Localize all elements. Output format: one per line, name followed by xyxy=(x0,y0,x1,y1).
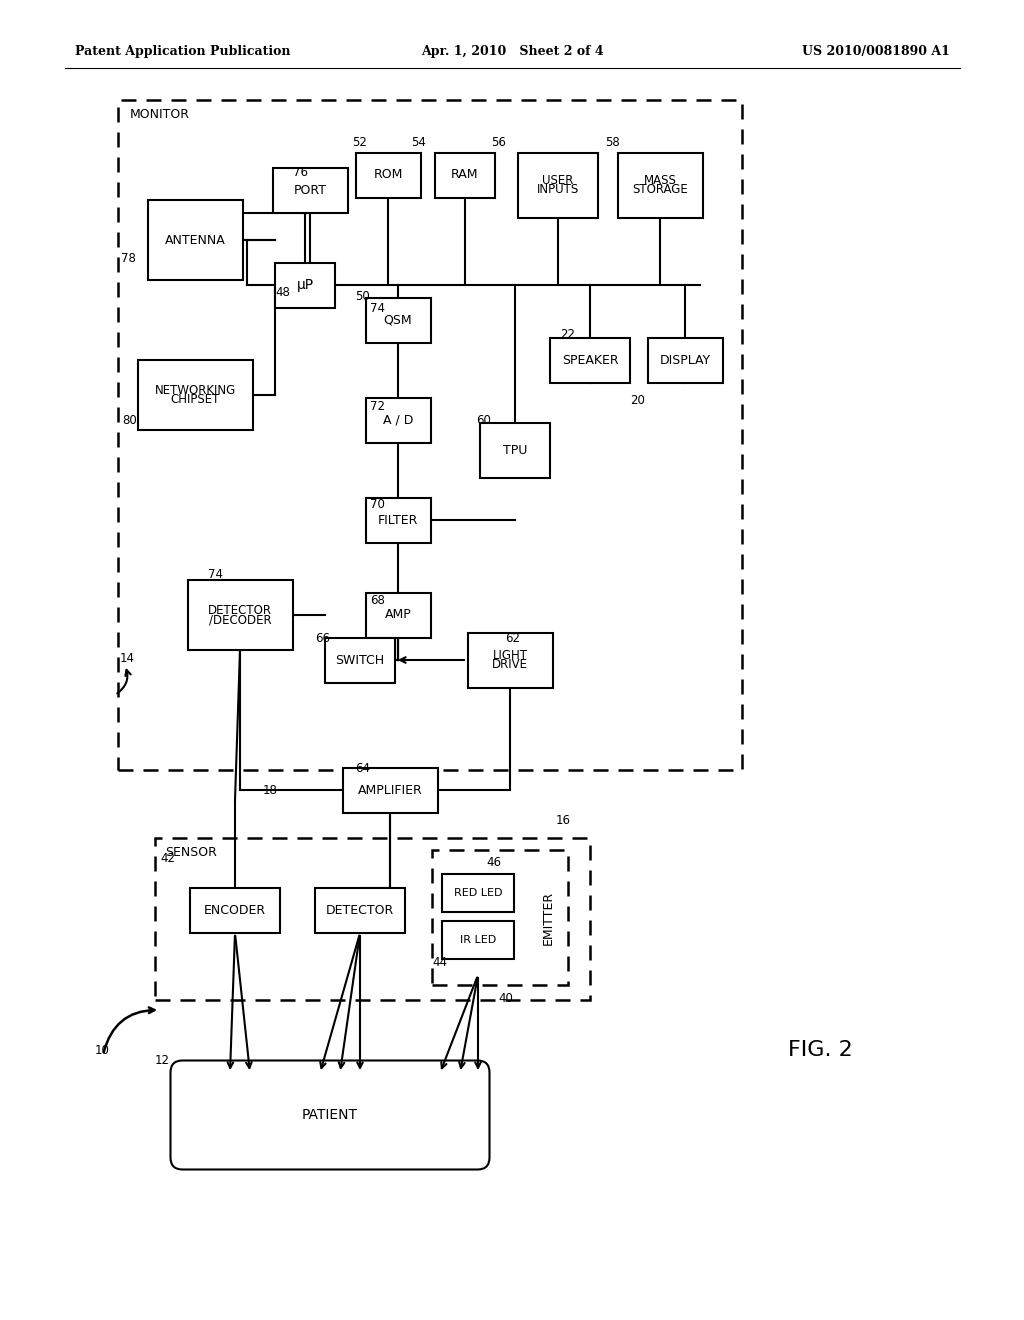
Text: μP: μP xyxy=(296,279,313,292)
Text: Apr. 1, 2010   Sheet 2 of 4: Apr. 1, 2010 Sheet 2 of 4 xyxy=(421,45,603,58)
Text: SPEAKER: SPEAKER xyxy=(562,354,618,367)
Text: QSM: QSM xyxy=(384,314,413,326)
FancyBboxPatch shape xyxy=(137,360,253,430)
Text: DETECTOR: DETECTOR xyxy=(326,903,394,916)
Text: US 2010/0081890 A1: US 2010/0081890 A1 xyxy=(802,45,950,58)
FancyBboxPatch shape xyxy=(272,168,347,213)
Text: NETWORKING: NETWORKING xyxy=(155,384,236,397)
Text: STORAGE: STORAGE xyxy=(632,183,688,197)
FancyBboxPatch shape xyxy=(171,1060,489,1170)
Text: RED LED: RED LED xyxy=(454,888,502,898)
Text: 76: 76 xyxy=(293,166,308,180)
Text: 12: 12 xyxy=(155,1053,170,1067)
FancyBboxPatch shape xyxy=(342,767,437,813)
Text: LIGHT: LIGHT xyxy=(493,648,527,661)
FancyBboxPatch shape xyxy=(187,579,293,649)
Text: ANTENNA: ANTENNA xyxy=(165,234,225,247)
Text: 74: 74 xyxy=(370,301,385,314)
Text: 60: 60 xyxy=(476,413,490,426)
FancyBboxPatch shape xyxy=(518,153,598,218)
FancyBboxPatch shape xyxy=(647,338,723,383)
FancyBboxPatch shape xyxy=(468,632,553,688)
Text: 70: 70 xyxy=(370,499,385,511)
Text: DISPLAY: DISPLAY xyxy=(659,354,711,367)
Text: MASS: MASS xyxy=(643,174,677,186)
Text: ENCODER: ENCODER xyxy=(204,903,266,916)
Text: /DECODER: /DECODER xyxy=(209,614,271,626)
Text: 56: 56 xyxy=(490,136,506,149)
Text: Patent Application Publication: Patent Application Publication xyxy=(75,45,291,58)
Text: 14: 14 xyxy=(120,652,135,664)
FancyBboxPatch shape xyxy=(366,297,430,342)
FancyBboxPatch shape xyxy=(275,263,335,308)
Text: 74: 74 xyxy=(208,569,223,582)
Text: 64: 64 xyxy=(355,762,370,775)
Text: 68: 68 xyxy=(370,594,385,606)
Text: SWITCH: SWITCH xyxy=(336,653,385,667)
Text: FIG. 2: FIG. 2 xyxy=(787,1040,852,1060)
Text: DETECTOR: DETECTOR xyxy=(208,603,272,616)
Text: ROM: ROM xyxy=(374,169,402,181)
FancyBboxPatch shape xyxy=(147,201,243,280)
Text: PATIENT: PATIENT xyxy=(302,1107,358,1122)
Text: SENSOR: SENSOR xyxy=(165,846,217,859)
Text: 52: 52 xyxy=(352,136,367,149)
FancyBboxPatch shape xyxy=(315,887,406,932)
Text: RAM: RAM xyxy=(452,169,479,181)
FancyBboxPatch shape xyxy=(190,887,280,932)
Text: 66: 66 xyxy=(315,631,330,644)
Text: USER: USER xyxy=(543,174,573,186)
Text: 44: 44 xyxy=(432,956,447,969)
Text: TPU: TPU xyxy=(503,444,527,457)
FancyBboxPatch shape xyxy=(366,593,430,638)
Text: INPUTS: INPUTS xyxy=(537,183,580,197)
FancyBboxPatch shape xyxy=(442,874,514,912)
Text: 18: 18 xyxy=(263,784,278,796)
Text: 42: 42 xyxy=(160,851,175,865)
Text: 46: 46 xyxy=(486,855,501,869)
Text: 22: 22 xyxy=(560,329,575,342)
FancyBboxPatch shape xyxy=(435,153,495,198)
Text: FILTER: FILTER xyxy=(378,513,418,527)
Text: 78: 78 xyxy=(121,252,136,264)
Text: AMP: AMP xyxy=(385,609,412,622)
Text: 10: 10 xyxy=(95,1044,110,1056)
FancyBboxPatch shape xyxy=(325,638,395,682)
Text: A / D: A / D xyxy=(383,413,414,426)
FancyBboxPatch shape xyxy=(480,422,550,478)
Text: 48: 48 xyxy=(275,286,290,300)
Text: AMPLIFIER: AMPLIFIER xyxy=(357,784,422,796)
FancyBboxPatch shape xyxy=(550,338,630,383)
Text: 58: 58 xyxy=(605,136,620,149)
Text: EMITTER: EMITTER xyxy=(542,891,555,945)
FancyBboxPatch shape xyxy=(366,397,430,442)
Text: 16: 16 xyxy=(556,813,571,826)
Text: 62: 62 xyxy=(505,631,520,644)
Text: 20: 20 xyxy=(630,393,645,407)
FancyBboxPatch shape xyxy=(366,498,430,543)
Text: CHIPSET: CHIPSET xyxy=(170,393,220,407)
Text: 80: 80 xyxy=(122,413,137,426)
FancyBboxPatch shape xyxy=(442,921,514,960)
FancyBboxPatch shape xyxy=(355,153,421,198)
Text: 50: 50 xyxy=(355,289,370,302)
Text: IR LED: IR LED xyxy=(460,935,496,945)
Text: PORT: PORT xyxy=(294,183,327,197)
FancyBboxPatch shape xyxy=(617,153,702,218)
Text: DRIVE: DRIVE xyxy=(492,659,528,672)
Text: 54: 54 xyxy=(411,136,426,149)
Text: MONITOR: MONITOR xyxy=(130,108,190,121)
Text: 40: 40 xyxy=(498,991,513,1005)
Text: 72: 72 xyxy=(370,400,385,413)
